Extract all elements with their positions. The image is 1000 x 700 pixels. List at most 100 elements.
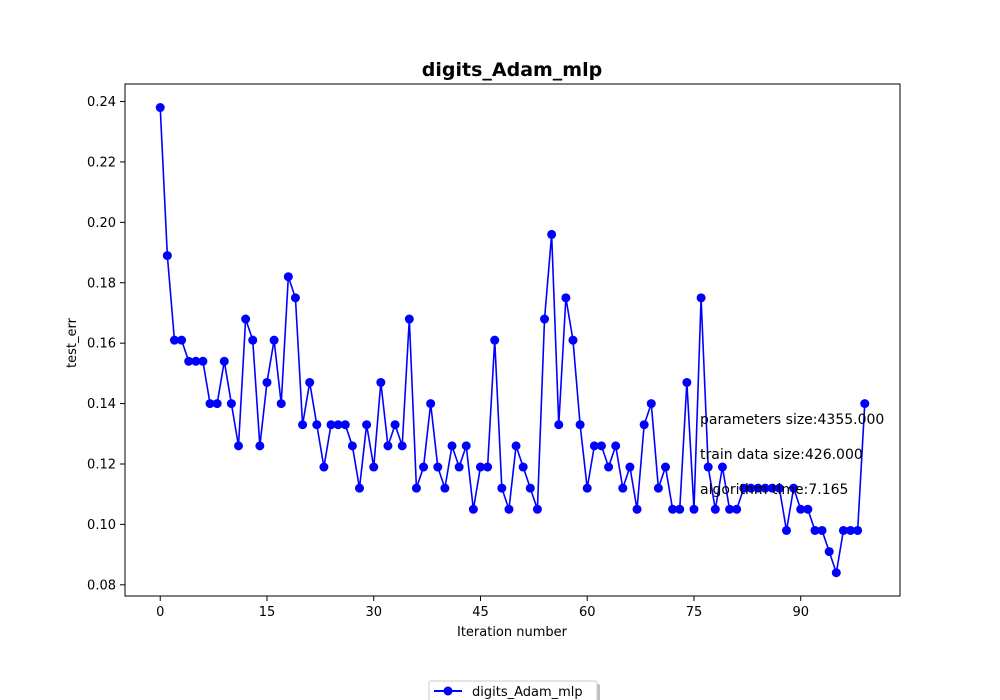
y-tick-label: 0.12 xyxy=(87,457,116,472)
data-point xyxy=(269,335,279,345)
data-point xyxy=(219,356,229,366)
x-tick-label: 90 xyxy=(792,605,809,620)
x-tick-label: 75 xyxy=(686,605,703,620)
data-point xyxy=(774,483,784,493)
annotation-parameters-size: parameters size:4355.000 xyxy=(700,412,884,428)
data-point xyxy=(475,462,485,472)
data-point xyxy=(547,229,557,239)
data-point xyxy=(483,462,493,472)
data-point xyxy=(319,462,329,472)
legend: digits_Adam_mlp xyxy=(428,680,600,700)
data-point xyxy=(831,568,841,578)
data-point xyxy=(554,420,564,430)
data-point xyxy=(347,441,357,451)
y-tick-label: 0.18 xyxy=(87,276,116,291)
data-point xyxy=(340,420,350,430)
data-point xyxy=(789,483,799,493)
data-point xyxy=(390,420,400,430)
y-tick-label: 0.08 xyxy=(87,578,116,593)
data-point xyxy=(169,335,179,345)
data-point xyxy=(404,314,414,324)
data-point xyxy=(354,483,364,493)
data-point xyxy=(853,525,863,535)
data-point xyxy=(362,420,372,430)
data-point xyxy=(511,441,521,451)
data-point xyxy=(333,420,343,430)
legend-entry-label: digits_Adam_mlp xyxy=(472,685,583,700)
data-point xyxy=(725,504,735,514)
data-point xyxy=(625,462,635,472)
data-point xyxy=(582,483,592,493)
annotation-algorithm-time: algorithm time:7.165 xyxy=(700,482,848,498)
legend-marker-swatch xyxy=(443,686,453,696)
data-point xyxy=(419,462,429,472)
data-point xyxy=(753,483,763,493)
data-point xyxy=(262,377,272,387)
data-point xyxy=(212,399,222,409)
data-point xyxy=(611,441,621,451)
data-point xyxy=(461,441,471,451)
data-point xyxy=(618,483,628,493)
data-point xyxy=(696,293,706,303)
plot-area xyxy=(155,103,870,578)
data-point xyxy=(411,483,421,493)
data-point xyxy=(518,462,528,472)
data-point xyxy=(205,399,215,409)
data-point xyxy=(283,272,293,282)
data-point xyxy=(490,335,500,345)
data-point xyxy=(248,335,258,345)
data-point xyxy=(568,335,578,345)
data-point xyxy=(860,399,870,409)
data-point xyxy=(433,462,443,472)
data-point xyxy=(846,525,856,535)
x-tick-label: 30 xyxy=(365,605,382,620)
data-point xyxy=(255,441,265,451)
data-point xyxy=(440,483,450,493)
data-point xyxy=(326,420,336,430)
x-tick-label: 60 xyxy=(579,605,596,620)
data-point xyxy=(454,462,464,472)
data-point xyxy=(604,462,614,472)
data-point xyxy=(191,356,201,366)
data-point xyxy=(397,441,407,451)
data-point xyxy=(661,462,671,472)
x-tick-label: 15 xyxy=(259,605,276,620)
data-point xyxy=(447,441,457,451)
data-point xyxy=(376,377,386,387)
data-point xyxy=(817,525,827,535)
data-point xyxy=(653,483,663,493)
data-point xyxy=(298,420,308,430)
data-point xyxy=(760,483,770,493)
y-tick-label: 0.22 xyxy=(87,155,116,170)
data-point xyxy=(234,441,244,451)
y-tick-label: 0.14 xyxy=(87,397,116,412)
data-point xyxy=(717,462,727,472)
annotations: parameters size:4355.000 train data size… xyxy=(700,412,884,498)
data-point xyxy=(803,504,813,514)
y-tick-label: 0.20 xyxy=(87,216,116,231)
data-point xyxy=(155,103,165,113)
x-tick-label: 45 xyxy=(472,605,489,620)
data-point xyxy=(504,504,514,514)
data-point xyxy=(838,525,848,535)
data-point xyxy=(810,525,820,535)
data-point xyxy=(632,504,642,514)
data-point xyxy=(184,356,194,366)
data-point xyxy=(689,504,699,514)
data-point xyxy=(198,356,208,366)
data-point xyxy=(532,504,542,514)
data-point xyxy=(177,335,187,345)
data-point xyxy=(646,399,656,409)
data-point xyxy=(226,399,236,409)
data-point xyxy=(525,483,535,493)
data-point xyxy=(383,441,393,451)
data-point xyxy=(162,251,172,261)
data-point xyxy=(575,420,585,430)
data-point xyxy=(290,293,300,303)
data-point xyxy=(305,377,315,387)
data-point xyxy=(241,314,251,324)
y-axis-label: test_err xyxy=(65,317,80,368)
axes-frame xyxy=(124,83,901,597)
